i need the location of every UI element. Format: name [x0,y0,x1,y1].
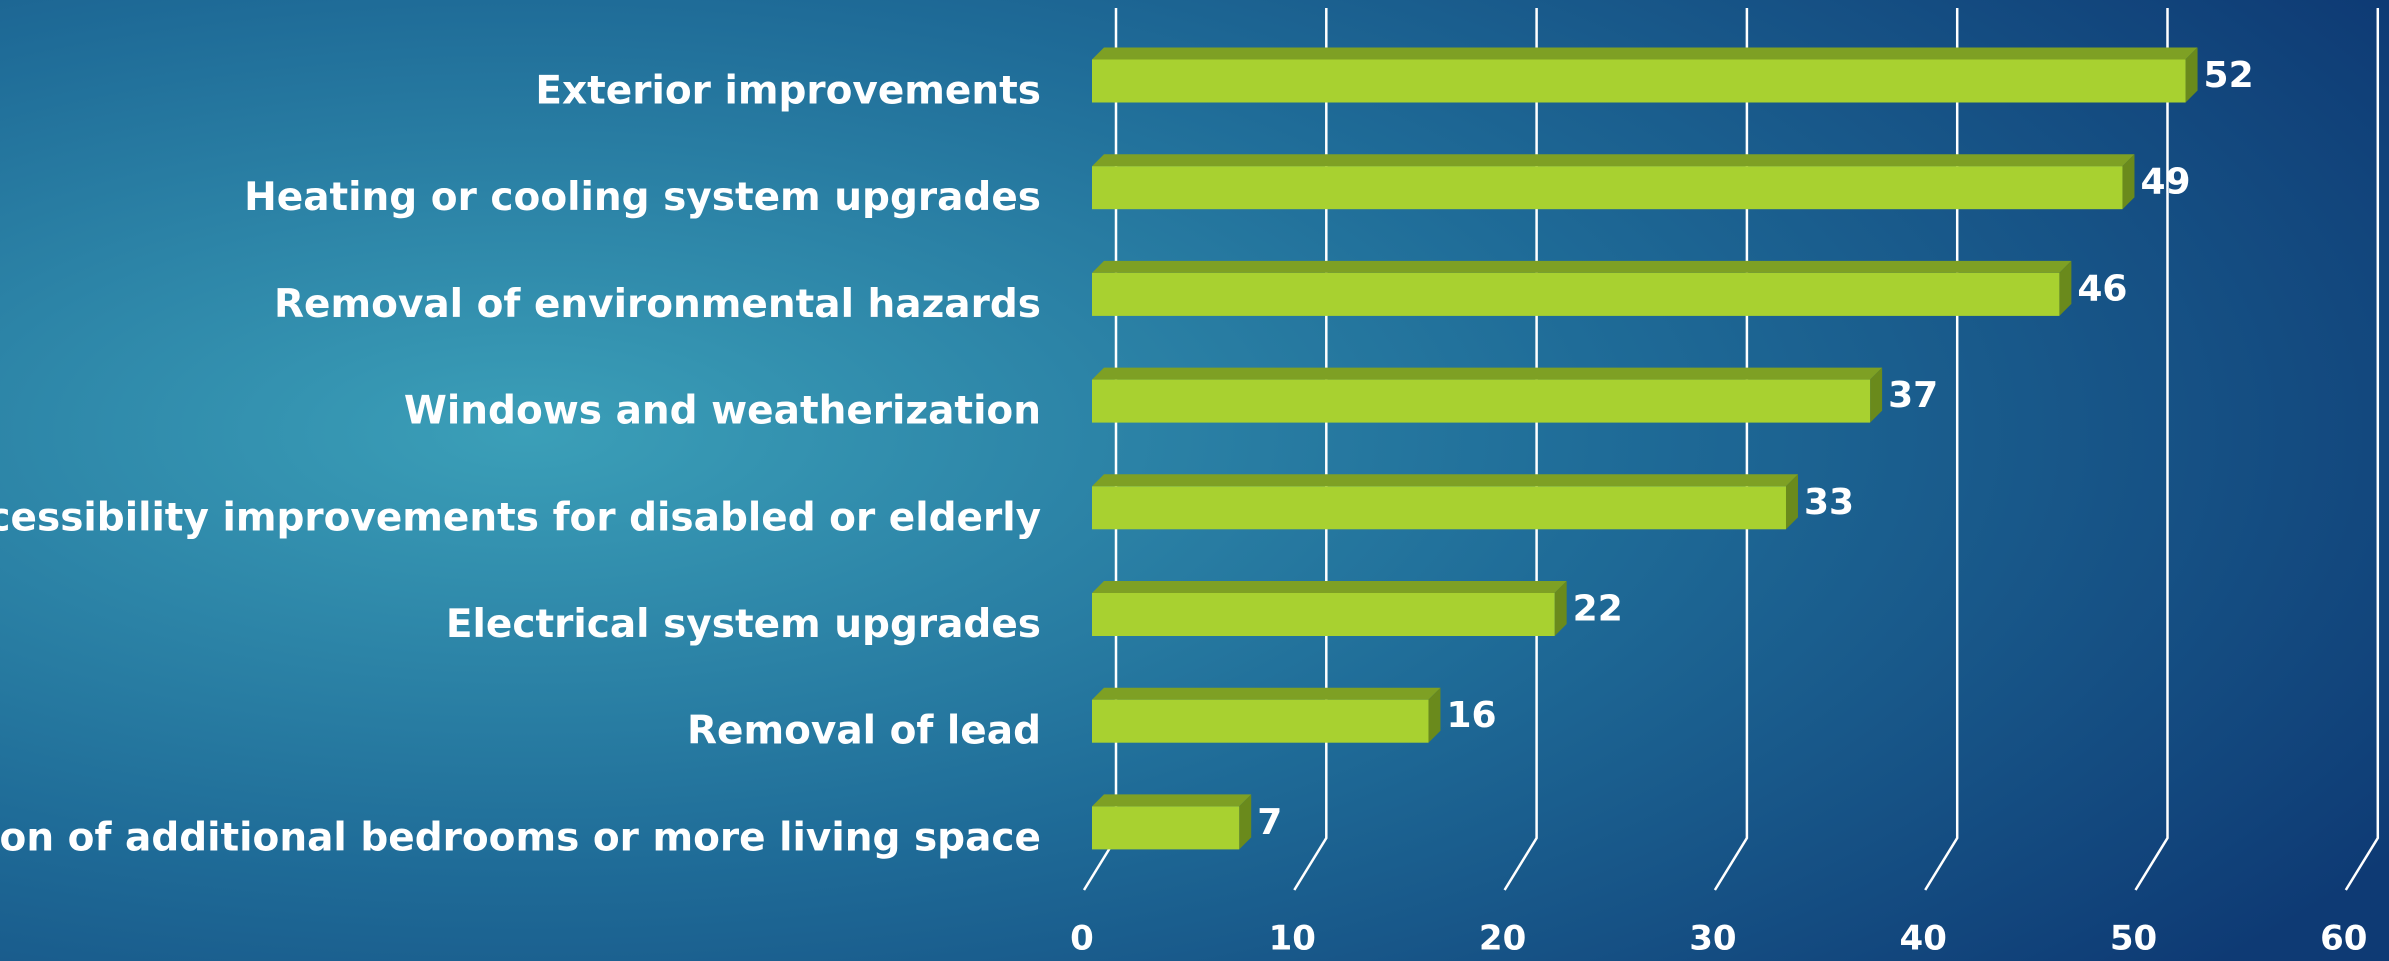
y-tick-label: Electrical system upgrades [446,602,1041,647]
x-tick-label: 60 [2320,919,2367,959]
grid-line [2344,8,2380,891]
bar-top [1092,260,2072,273]
y-tick-label: Heating or cooling system upgrades [244,175,1041,220]
bar-side [2122,154,2135,210]
y-tick-label: Removal of environmental hazards [274,282,1041,327]
bar [1092,806,1240,850]
bar [1092,379,1871,423]
bar [1092,486,1786,530]
bar-top [1092,474,1798,487]
value-label: 22 [1573,589,1623,630]
bar [1092,59,2186,103]
value-label: 7 [1257,802,1282,843]
value-label: 49 [2140,162,2190,203]
y-tick-label: Windows and weatherization [404,389,1041,434]
x-tick-label: 0 [1070,919,1094,959]
bar [1092,272,2060,316]
bar-top [1092,687,1441,700]
bar-side [2059,260,2072,316]
value-label: 33 [1804,482,1854,523]
value-label: 46 [2077,268,2127,309]
y-tick-label: Accessibility improvements for disabled … [0,495,1041,540]
x-tick-label: 40 [1900,919,1947,959]
x-tick-label: 10 [1269,919,1316,959]
bar [1092,166,2123,210]
bar-side [1554,581,1567,636]
x-tick-label: 50 [2110,919,2157,959]
bar-side [1428,687,1441,743]
bar-side [1870,367,1883,423]
bar-top [1092,47,2198,60]
y-tick-label: Exterior improvements [535,69,1041,114]
y-tick-label: Creation of additional bedrooms or more … [0,815,1041,860]
value-label: 16 [1446,695,1496,736]
bar-top [1092,581,1567,593]
value-label: 37 [1888,375,1938,416]
bar-top [1092,154,2135,167]
bar-top [1092,794,1252,807]
bar [1092,593,1555,636]
grid-line [2134,8,2169,891]
x-tick-label: 20 [1479,919,1526,959]
x-tick-label: 30 [1689,919,1736,959]
bar-side [1239,794,1252,850]
y-tick-label: Removal of lead [687,709,1041,754]
bar-side [2185,47,2198,103]
value-label: 52 [2204,55,2254,96]
bar-top [1092,367,1883,380]
bar [1092,699,1429,743]
bar-side [1785,474,1798,530]
